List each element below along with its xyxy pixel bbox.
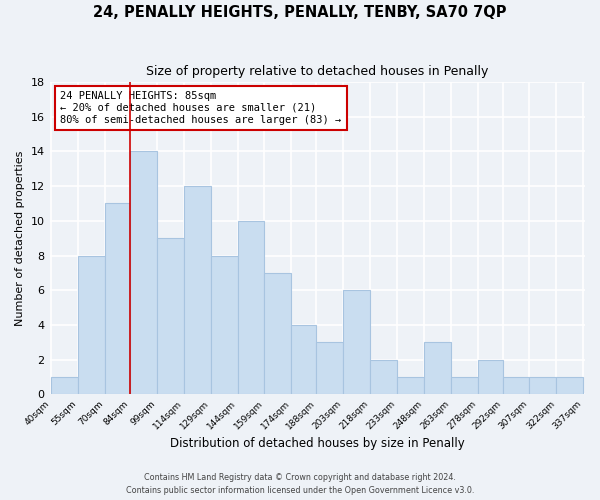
- X-axis label: Distribution of detached houses by size in Penally: Distribution of detached houses by size …: [170, 437, 464, 450]
- Bar: [424, 342, 451, 394]
- Bar: [130, 152, 157, 394]
- Bar: [78, 256, 105, 394]
- Text: 24, PENALLY HEIGHTS, PENALLY, TENBY, SA70 7QP: 24, PENALLY HEIGHTS, PENALLY, TENBY, SA7…: [93, 5, 507, 20]
- Bar: [157, 238, 184, 394]
- Bar: [265, 273, 292, 394]
- Bar: [316, 342, 343, 394]
- Bar: [529, 377, 556, 394]
- Bar: [478, 360, 503, 394]
- Text: 24 PENALLY HEIGHTS: 85sqm
← 20% of detached houses are smaller (21)
80% of semi-: 24 PENALLY HEIGHTS: 85sqm ← 20% of detac…: [60, 92, 341, 124]
- Text: Contains HM Land Registry data © Crown copyright and database right 2024.
Contai: Contains HM Land Registry data © Crown c…: [126, 473, 474, 495]
- Bar: [503, 377, 529, 394]
- Bar: [52, 377, 78, 394]
- Bar: [105, 204, 130, 394]
- Bar: [184, 186, 211, 394]
- Bar: [343, 290, 370, 395]
- Bar: [211, 256, 238, 394]
- Bar: [370, 360, 397, 394]
- Bar: [451, 377, 478, 394]
- Bar: [397, 377, 424, 394]
- Bar: [556, 377, 583, 394]
- Bar: [292, 325, 316, 394]
- Bar: [238, 221, 265, 394]
- Title: Size of property relative to detached houses in Penally: Size of property relative to detached ho…: [146, 65, 488, 78]
- Y-axis label: Number of detached properties: Number of detached properties: [15, 150, 25, 326]
